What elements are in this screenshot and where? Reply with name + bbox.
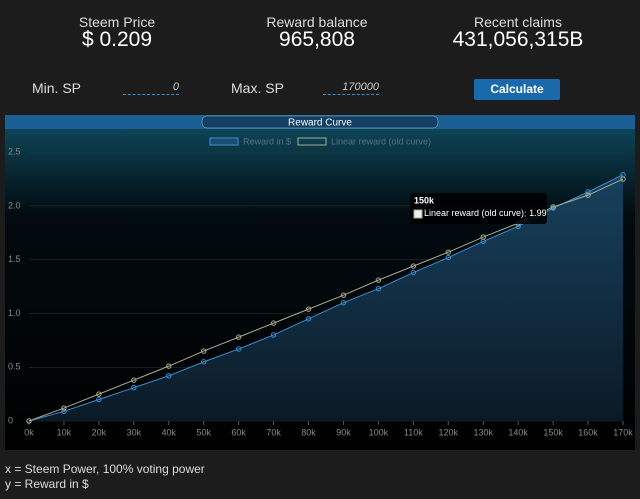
point [585,192,591,198]
x-tick-label: 40k [162,427,177,437]
max-label: Max. SP [231,80,284,96]
legend-label: Linear reward (old curve) [331,136,431,146]
point [375,277,382,283]
y-tick-label: 2.0 [8,200,21,210]
point [585,189,591,195]
x-tick-label: 60k [231,427,246,437]
x-tick-label: 110k [404,427,423,437]
max-input[interactable]: 170000 [323,81,379,95]
point [515,223,521,230]
point [305,316,312,322]
y-tick-label: 0 [8,415,13,425]
x-tick-label: 160k [578,427,598,437]
stat: Steem Price $ 0.209 [17,14,217,50]
stat-label: Recent claims [474,14,562,30]
footer-line: y = Reward in $ [5,477,89,491]
point [26,418,32,424]
point [375,286,382,292]
point [235,346,242,352]
point [480,234,486,240]
y-tick-label: 1.5 [8,254,21,264]
point [131,384,137,391]
tooltip-box [410,193,547,224]
point [96,391,102,397]
tooltip-swatch [413,209,423,219]
point [96,396,102,403]
point [305,306,312,312]
x-tick-label: 100k [369,427,389,437]
x-tick-label: 130k [473,427,493,437]
stat: Recent claims 431,056,315B [418,14,618,50]
tooltip-value: 1.99 [529,208,547,218]
y-tick-label: 2.5 [8,147,21,157]
x-tick-label: 50k [196,427,211,437]
point [166,373,172,379]
legend-swatch [297,137,327,146]
x-tick-label: 80k [301,427,316,437]
tooltip-series: Linear reward (old curve) [424,208,524,218]
min-input[interactable]: 0 [123,81,179,95]
point [131,377,137,383]
x-tick-label: 140k [508,427,528,437]
point [235,334,242,340]
point [340,299,347,306]
point [201,359,207,365]
y-tick-label: 0.5 [8,362,21,372]
min-label: Min. SP [32,80,82,96]
chart-title: Reward Curve [288,118,352,129]
x-tick-label: 0k [24,427,34,437]
point [550,204,556,210]
point [61,405,67,411]
point [445,254,451,261]
stat: Reward balance 965,808 [217,14,417,50]
x-tick-label: 70k [266,427,281,437]
x-tick-label: 30k [127,427,142,437]
title-pill [201,115,439,129]
legend-swatch [209,137,239,146]
point [270,332,277,338]
point [445,249,451,255]
y-tick-label: 1.0 [8,308,21,318]
calculate-button[interactable]: Calculate [474,79,560,100]
point [340,292,347,298]
x-tick-label: 90k [336,427,351,437]
point [410,269,417,276]
legend-label: Reward in $ [243,136,291,146]
stat-label: Steem Price [78,14,156,30]
point [270,320,277,326]
point [61,408,67,415]
stat-label: Reward balance [266,14,368,30]
tooltip-text: Linear reward (old curve): 1.99 [424,208,547,218]
area [29,174,623,421]
tooltip-title: 150k [414,195,435,205]
tooltip: 150k Linear reward (old curve): 1.99 [410,193,547,224]
stat-value: 965,808 [279,28,355,51]
footer-line: x = Steem Power, 100% voting power [5,462,205,476]
point [201,348,207,354]
stat-value: 431,056,315B [452,28,584,51]
stat-value: $ 0.209 [81,28,153,51]
point [410,263,417,269]
x-tick-label: 10k [57,427,72,437]
point [620,176,626,182]
x-tick-label: 150k [543,427,563,437]
x-tick-label: 20k [92,427,107,437]
point [166,363,172,369]
x-tick-label: 120k [439,427,459,437]
x-tick-label: 170k [613,427,633,437]
